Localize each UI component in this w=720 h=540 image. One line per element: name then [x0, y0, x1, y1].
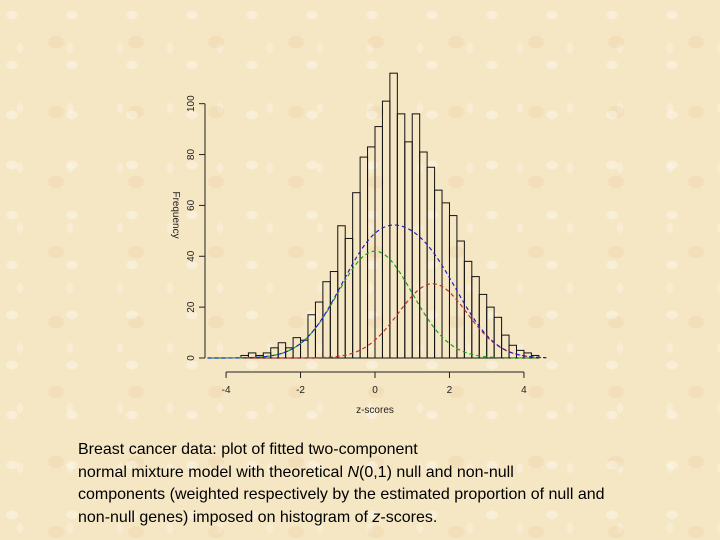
caption-text: normal mixture model with theoretical [78, 464, 347, 481]
y-axis-label: Frequency [170, 191, 181, 238]
non-null-curve [245, 284, 547, 358]
histogram-bar [494, 317, 501, 358]
histogram-bar [382, 101, 389, 358]
histogram-bar [315, 302, 322, 358]
mixture-curve [207, 225, 546, 358]
x-tick-label: 0 [372, 385, 378, 396]
caption-text: (0,1) null and non-null [359, 464, 514, 481]
histogram-chart: 0 20 40 60 80 100 -4 -2 0 2 4 z-scores Frequency [0, 0, 720, 430]
caption-text: -scores. [380, 509, 437, 526]
y-tick-label: 40 [186, 250, 197, 262]
histogram-bar [390, 73, 397, 358]
axes [205, 104, 524, 372]
histogram-bar [397, 114, 404, 358]
histogram-bar [330, 272, 337, 358]
caption-line-4: non-null genes) imposed on histogram of … [78, 507, 688, 530]
histogram-bar [405, 142, 412, 358]
y-tick-label: 60 [186, 199, 197, 211]
histogram-bar [353, 193, 360, 358]
histogram-bar [472, 277, 479, 358]
histogram-bar [412, 114, 419, 358]
histogram-bar [449, 216, 456, 358]
histogram-bar [457, 241, 464, 358]
x-tick-label: 4 [521, 385, 527, 396]
histogram-bar [271, 348, 278, 358]
y-tick-label: 20 [186, 301, 197, 313]
histogram-bar [427, 167, 434, 358]
caption-line-1: Breast cancer data: plot of fitted two-c… [78, 439, 688, 462]
figure-caption: Breast cancer data: plot of fitted two-c… [78, 439, 688, 529]
x-tick-label: 2 [447, 385, 453, 396]
histogram-bar [502, 335, 509, 358]
density-curves [207, 225, 546, 358]
caption-text: non-null genes) imposed on histogram of [78, 509, 372, 526]
histogram-bar [487, 307, 494, 358]
histogram-bar [323, 282, 330, 358]
histogram-bars [241, 73, 539, 358]
caption-italic-n: N [347, 464, 359, 481]
histogram-bar [420, 152, 427, 358]
y-tick-label: 100 [186, 95, 197, 112]
histogram-bar [345, 238, 352, 358]
x-axis-label: z-scores [356, 405, 394, 416]
histogram-bar [375, 127, 382, 358]
caption-line-3: components (weighted respectively by the… [78, 484, 688, 507]
y-tick-label: 80 [186, 149, 197, 161]
caption-line-2: normal mixture model with theoretical N(… [78, 462, 688, 485]
x-tick-label: -4 [222, 385, 231, 396]
histogram-bar [479, 294, 486, 358]
histogram-bar [442, 203, 449, 358]
histogram-bar [278, 343, 285, 358]
tick-marks: 0 20 40 60 80 100 -4 -2 0 2 4 [186, 95, 527, 396]
y-tick-label: 0 [186, 355, 197, 361]
x-tick-label: -2 [296, 385, 305, 396]
